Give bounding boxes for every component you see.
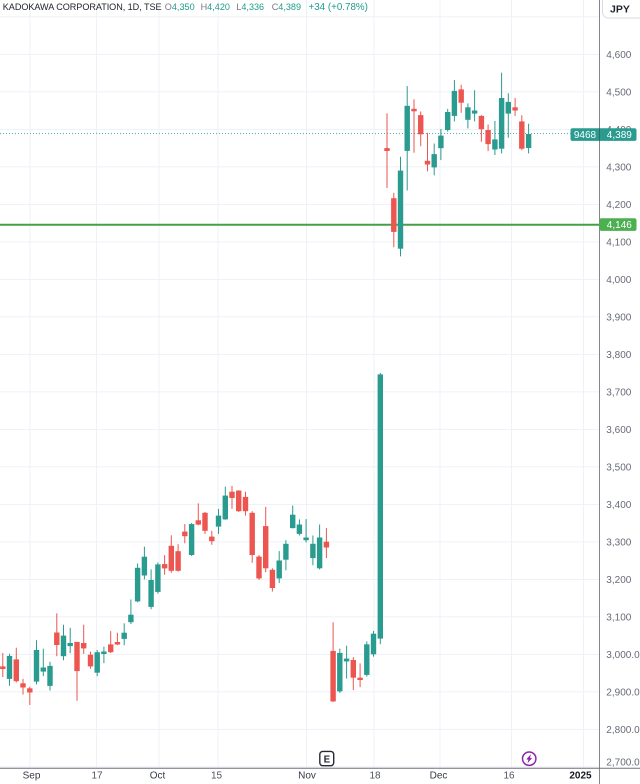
svg-text:3,100: 3,100 [606, 612, 631, 623]
svg-text:L4,336: L4,336 [236, 2, 264, 12]
svg-text:4,300: 4,300 [606, 162, 631, 173]
svg-text:17: 17 [91, 771, 103, 782]
svg-text:3,000.0: 3,000.0 [606, 650, 640, 661]
svg-text:JPY: JPY [610, 4, 630, 16]
svg-text:15: 15 [211, 771, 223, 782]
svg-text:KADOKAWA CORPORATION, 1D, TSE: KADOKAWA CORPORATION, 1D, TSE [3, 2, 162, 12]
svg-text:3,600: 3,600 [606, 425, 631, 436]
svg-text:2025: 2025 [569, 771, 592, 782]
svg-text:4,146: 4,146 [607, 220, 632, 231]
svg-text:4,500: 4,500 [606, 87, 631, 98]
svg-text:4,389: 4,389 [607, 130, 632, 141]
svg-text:3,700: 3,700 [606, 387, 631, 398]
svg-text:18: 18 [369, 771, 381, 782]
svg-text:2,700.0: 2,700.0 [606, 758, 640, 769]
svg-text:16: 16 [503, 771, 515, 782]
svg-text:H4,420: H4,420 [201, 2, 230, 12]
svg-text:O4,350: O4,350 [165, 2, 195, 12]
svg-text:4,100: 4,100 [606, 237, 631, 248]
svg-text:4,000: 4,000 [606, 275, 631, 286]
svg-text:3,400: 3,400 [606, 500, 631, 511]
svg-text:9468: 9468 [574, 130, 597, 141]
svg-text:3,900: 3,900 [606, 312, 631, 323]
svg-text:3,300: 3,300 [606, 537, 631, 548]
svg-text:3,500: 3,500 [606, 462, 631, 473]
svg-text:Nov: Nov [298, 771, 316, 782]
svg-text:2,900.0: 2,900.0 [606, 687, 640, 698]
svg-text:2,800.0: 2,800.0 [606, 725, 640, 736]
svg-text:Oct: Oct [150, 771, 166, 782]
svg-text:4,200: 4,200 [606, 200, 631, 211]
svg-text:C4,389: C4,389 [272, 2, 301, 12]
svg-text:E: E [324, 754, 331, 765]
svg-text:3,800: 3,800 [606, 350, 631, 361]
svg-text:4,600: 4,600 [606, 50, 631, 61]
svg-text:Sep: Sep [23, 771, 41, 782]
svg-text:+34 (+0.78%): +34 (+0.78%) [309, 2, 368, 13]
svg-text:3,200: 3,200 [606, 575, 631, 586]
svg-text:Dec: Dec [430, 771, 448, 782]
